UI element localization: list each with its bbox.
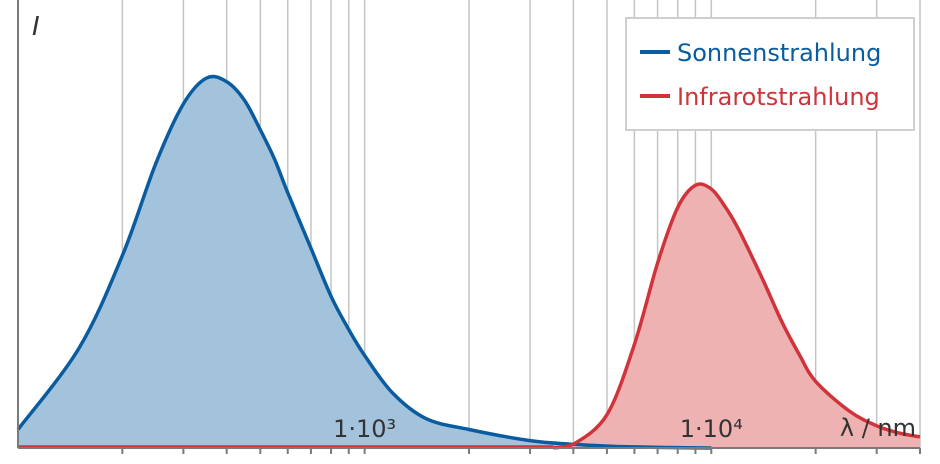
x-axis-label: λ / nm: [840, 414, 916, 442]
area-sonnenstrahlung: [18, 76, 712, 449]
legend-label-infrarotstrahlung: Infrarotstrahlung: [677, 83, 880, 111]
x-axis-ticks: [121, 448, 921, 454]
legend: Sonnenstrahlung Infrarotstrahlung: [625, 17, 915, 131]
legend-label-sonnenstrahlung: Sonnenstrahlung: [677, 39, 881, 67]
area-infrarotstrahlung: [553, 184, 920, 448]
y-axis-label: I: [32, 12, 40, 42]
series-areas: [18, 76, 920, 449]
x-tick-label: 1·10⁴: [680, 415, 743, 443]
legend-box: [625, 17, 915, 131]
x-tick-label: 1·10³: [333, 415, 396, 443]
line-infrarotstrahlung: [552, 182, 921, 450]
x-tick-labels: 1·10³ 1·10⁴: [333, 415, 743, 443]
